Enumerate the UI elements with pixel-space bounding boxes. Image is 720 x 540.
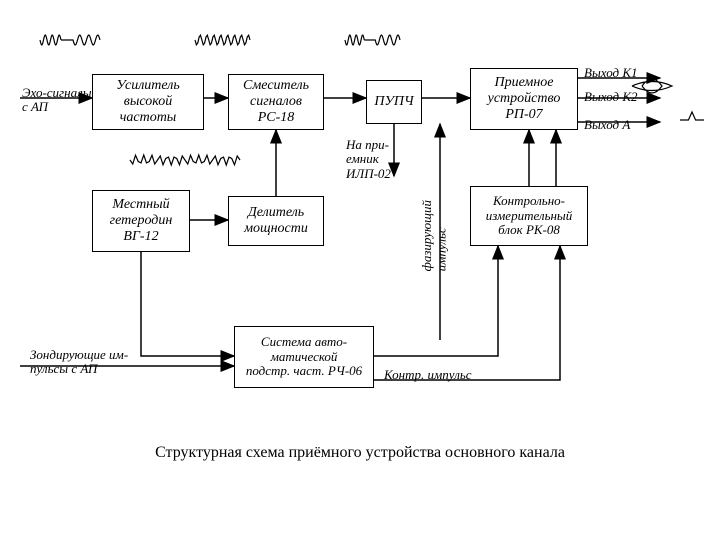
node-mixer: СмесительсигналовРС-18 bbox=[228, 74, 324, 130]
node-divider-label: Делительмощности bbox=[244, 205, 308, 237]
node-amplifier: Усилительвысокой частоты bbox=[92, 74, 204, 130]
node-amplifier-label: Усилительвысокой частоты bbox=[97, 78, 199, 126]
node-receiver-label: ПриемноеустройствоРП-07 bbox=[488, 75, 561, 123]
label-probe-input: Зондирующие им-пульсы с АП bbox=[30, 348, 128, 377]
node-heterodyne: МестныйгетеродинВГ-12 bbox=[92, 190, 190, 252]
label-output-k1: Выход К1 bbox=[584, 66, 637, 80]
label-control-impulse: Контр. импульс bbox=[384, 368, 472, 382]
node-mixer-label: СмесительсигналовРС-18 bbox=[243, 78, 309, 126]
node-control: Контрольно-измерительныйблок РК-08 bbox=[470, 186, 588, 246]
label-output-a: Выход А bbox=[584, 118, 630, 132]
diagram-caption: Структурная схема приёмного устройства о… bbox=[0, 444, 720, 462]
node-afc: Система авто-матическойподстр. част. РЧ-… bbox=[234, 326, 374, 388]
diagram-canvas: Усилительвысокой частоты Смесительсигнал… bbox=[0, 0, 720, 540]
node-afc-label: Система авто-матическойподстр. част. РЧ-… bbox=[246, 335, 362, 380]
node-pupch: ПУПЧ bbox=[366, 80, 422, 124]
label-phase-impulse: фазирующийимпульс bbox=[420, 200, 449, 271]
label-ilp: На при-емникИЛП-02 bbox=[346, 138, 391, 181]
node-pupch-label: ПУПЧ bbox=[374, 94, 413, 110]
node-heterodyne-label: МестныйгетеродинВГ-12 bbox=[110, 197, 173, 245]
label-input-echo: Эхо-сигналыс АП bbox=[22, 86, 92, 115]
node-divider: Делительмощности bbox=[228, 196, 324, 246]
node-receiver: ПриемноеустройствоРП-07 bbox=[470, 68, 578, 130]
label-output-k2: Выход К2 bbox=[584, 90, 637, 104]
node-control-label: Контрольно-измерительныйблок РК-08 bbox=[486, 194, 573, 239]
